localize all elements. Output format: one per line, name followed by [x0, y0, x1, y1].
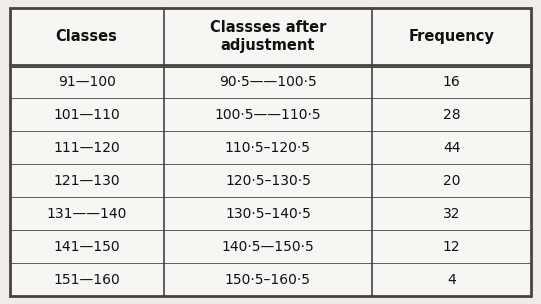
Text: Frequency: Frequency [409, 29, 494, 44]
Text: 20: 20 [443, 174, 460, 188]
Text: 150·5–160·5: 150·5–160·5 [225, 273, 311, 287]
Text: Classes: Classes [56, 29, 117, 44]
Text: 12: 12 [443, 240, 460, 254]
Text: 101—110: 101—110 [53, 108, 120, 122]
Text: 16: 16 [443, 75, 460, 89]
Text: 110·5–120·5: 110·5–120·5 [225, 141, 311, 155]
Text: 90·5——100·5: 90·5——100·5 [219, 75, 317, 89]
Text: 130·5–140·5: 130·5–140·5 [225, 207, 311, 221]
Text: 141—150: 141—150 [54, 240, 120, 254]
Text: 28: 28 [443, 108, 460, 122]
Text: 121—130: 121—130 [54, 174, 120, 188]
Text: 32: 32 [443, 207, 460, 221]
Text: 140·5—150·5: 140·5—150·5 [221, 240, 314, 254]
Text: 151—160: 151—160 [53, 273, 120, 287]
Text: 91—100: 91—100 [58, 75, 116, 89]
Text: 4: 4 [447, 273, 456, 287]
Text: 100·5——110·5: 100·5——110·5 [215, 108, 321, 122]
Text: 120·5–130·5: 120·5–130·5 [225, 174, 311, 188]
Text: 131——140: 131——140 [47, 207, 127, 221]
Text: Classses after
adjustment: Classses after adjustment [210, 20, 326, 53]
Text: 111—120: 111—120 [53, 141, 120, 155]
Text: 44: 44 [443, 141, 460, 155]
